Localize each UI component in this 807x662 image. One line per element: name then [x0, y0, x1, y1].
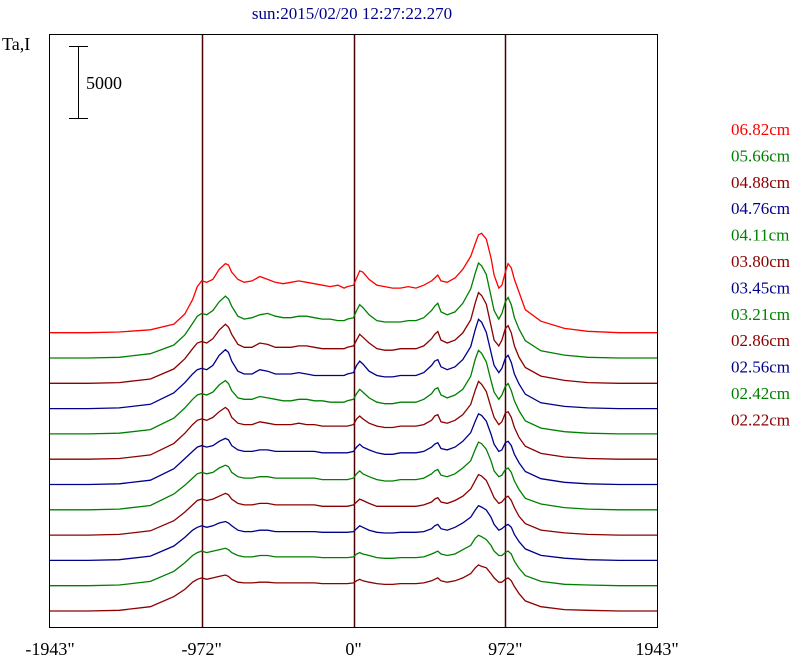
plot-frame	[49, 34, 658, 628]
profile-02.56cm	[50, 504, 657, 562]
x-tick-labels: -1943" -972" 0" 972" 1943"	[25, 639, 678, 659]
legend-entry: 03.21cm	[731, 305, 790, 324]
profile-05.66cm	[50, 261, 657, 359]
scale-bar-label: 5000	[86, 73, 122, 93]
chart-title: sun:2015/02/20 12:27:22.270	[252, 4, 452, 23]
profile-02.86cm	[50, 473, 657, 536]
legend-entry: 02.22cm	[731, 410, 790, 429]
legend-entry: 02.56cm	[731, 358, 790, 377]
legend-entry: 04.11cm	[731, 226, 789, 245]
profile-04.11cm	[50, 349, 657, 435]
profile-02.42cm	[50, 534, 657, 587]
legend-entry: 05.66cm	[731, 146, 790, 165]
profile-03.80cm	[50, 380, 657, 460]
profile-03.45cm	[50, 413, 657, 486]
x-tick-label: -1943"	[25, 639, 74, 659]
legend-entry: 04.88cm	[731, 173, 790, 192]
x-tick-label: 0"	[345, 639, 361, 659]
x-tick-label: 972"	[488, 639, 522, 659]
scale-bar: 5000	[69, 46, 122, 119]
profile-02.22cm	[50, 564, 657, 612]
profile-04.88cm	[50, 291, 657, 384]
legend: 06.82cm 05.66cm 04.88cm 04.76cm 04.11cm 03.80…	[731, 120, 790, 429]
legend-entry: 02.86cm	[731, 331, 790, 350]
legend-entry: 03.45cm	[731, 278, 790, 297]
profile-03.21cm	[50, 441, 657, 511]
legend-entry: 03.80cm	[731, 252, 790, 271]
legend-entry: 06.82cm	[731, 120, 790, 139]
profile-curves	[50, 232, 657, 612]
x-tick-label: 1943"	[635, 639, 678, 659]
profile-06.82cm	[50, 232, 657, 334]
x-tick-label: -972"	[182, 639, 222, 659]
profile-04.76cm	[50, 318, 657, 410]
limb-markers	[201, 35, 507, 627]
legend-entry: 02.42cm	[731, 384, 790, 403]
legend-entry: 04.76cm	[731, 199, 790, 218]
y-axis-label: Ta,I	[2, 34, 30, 54]
